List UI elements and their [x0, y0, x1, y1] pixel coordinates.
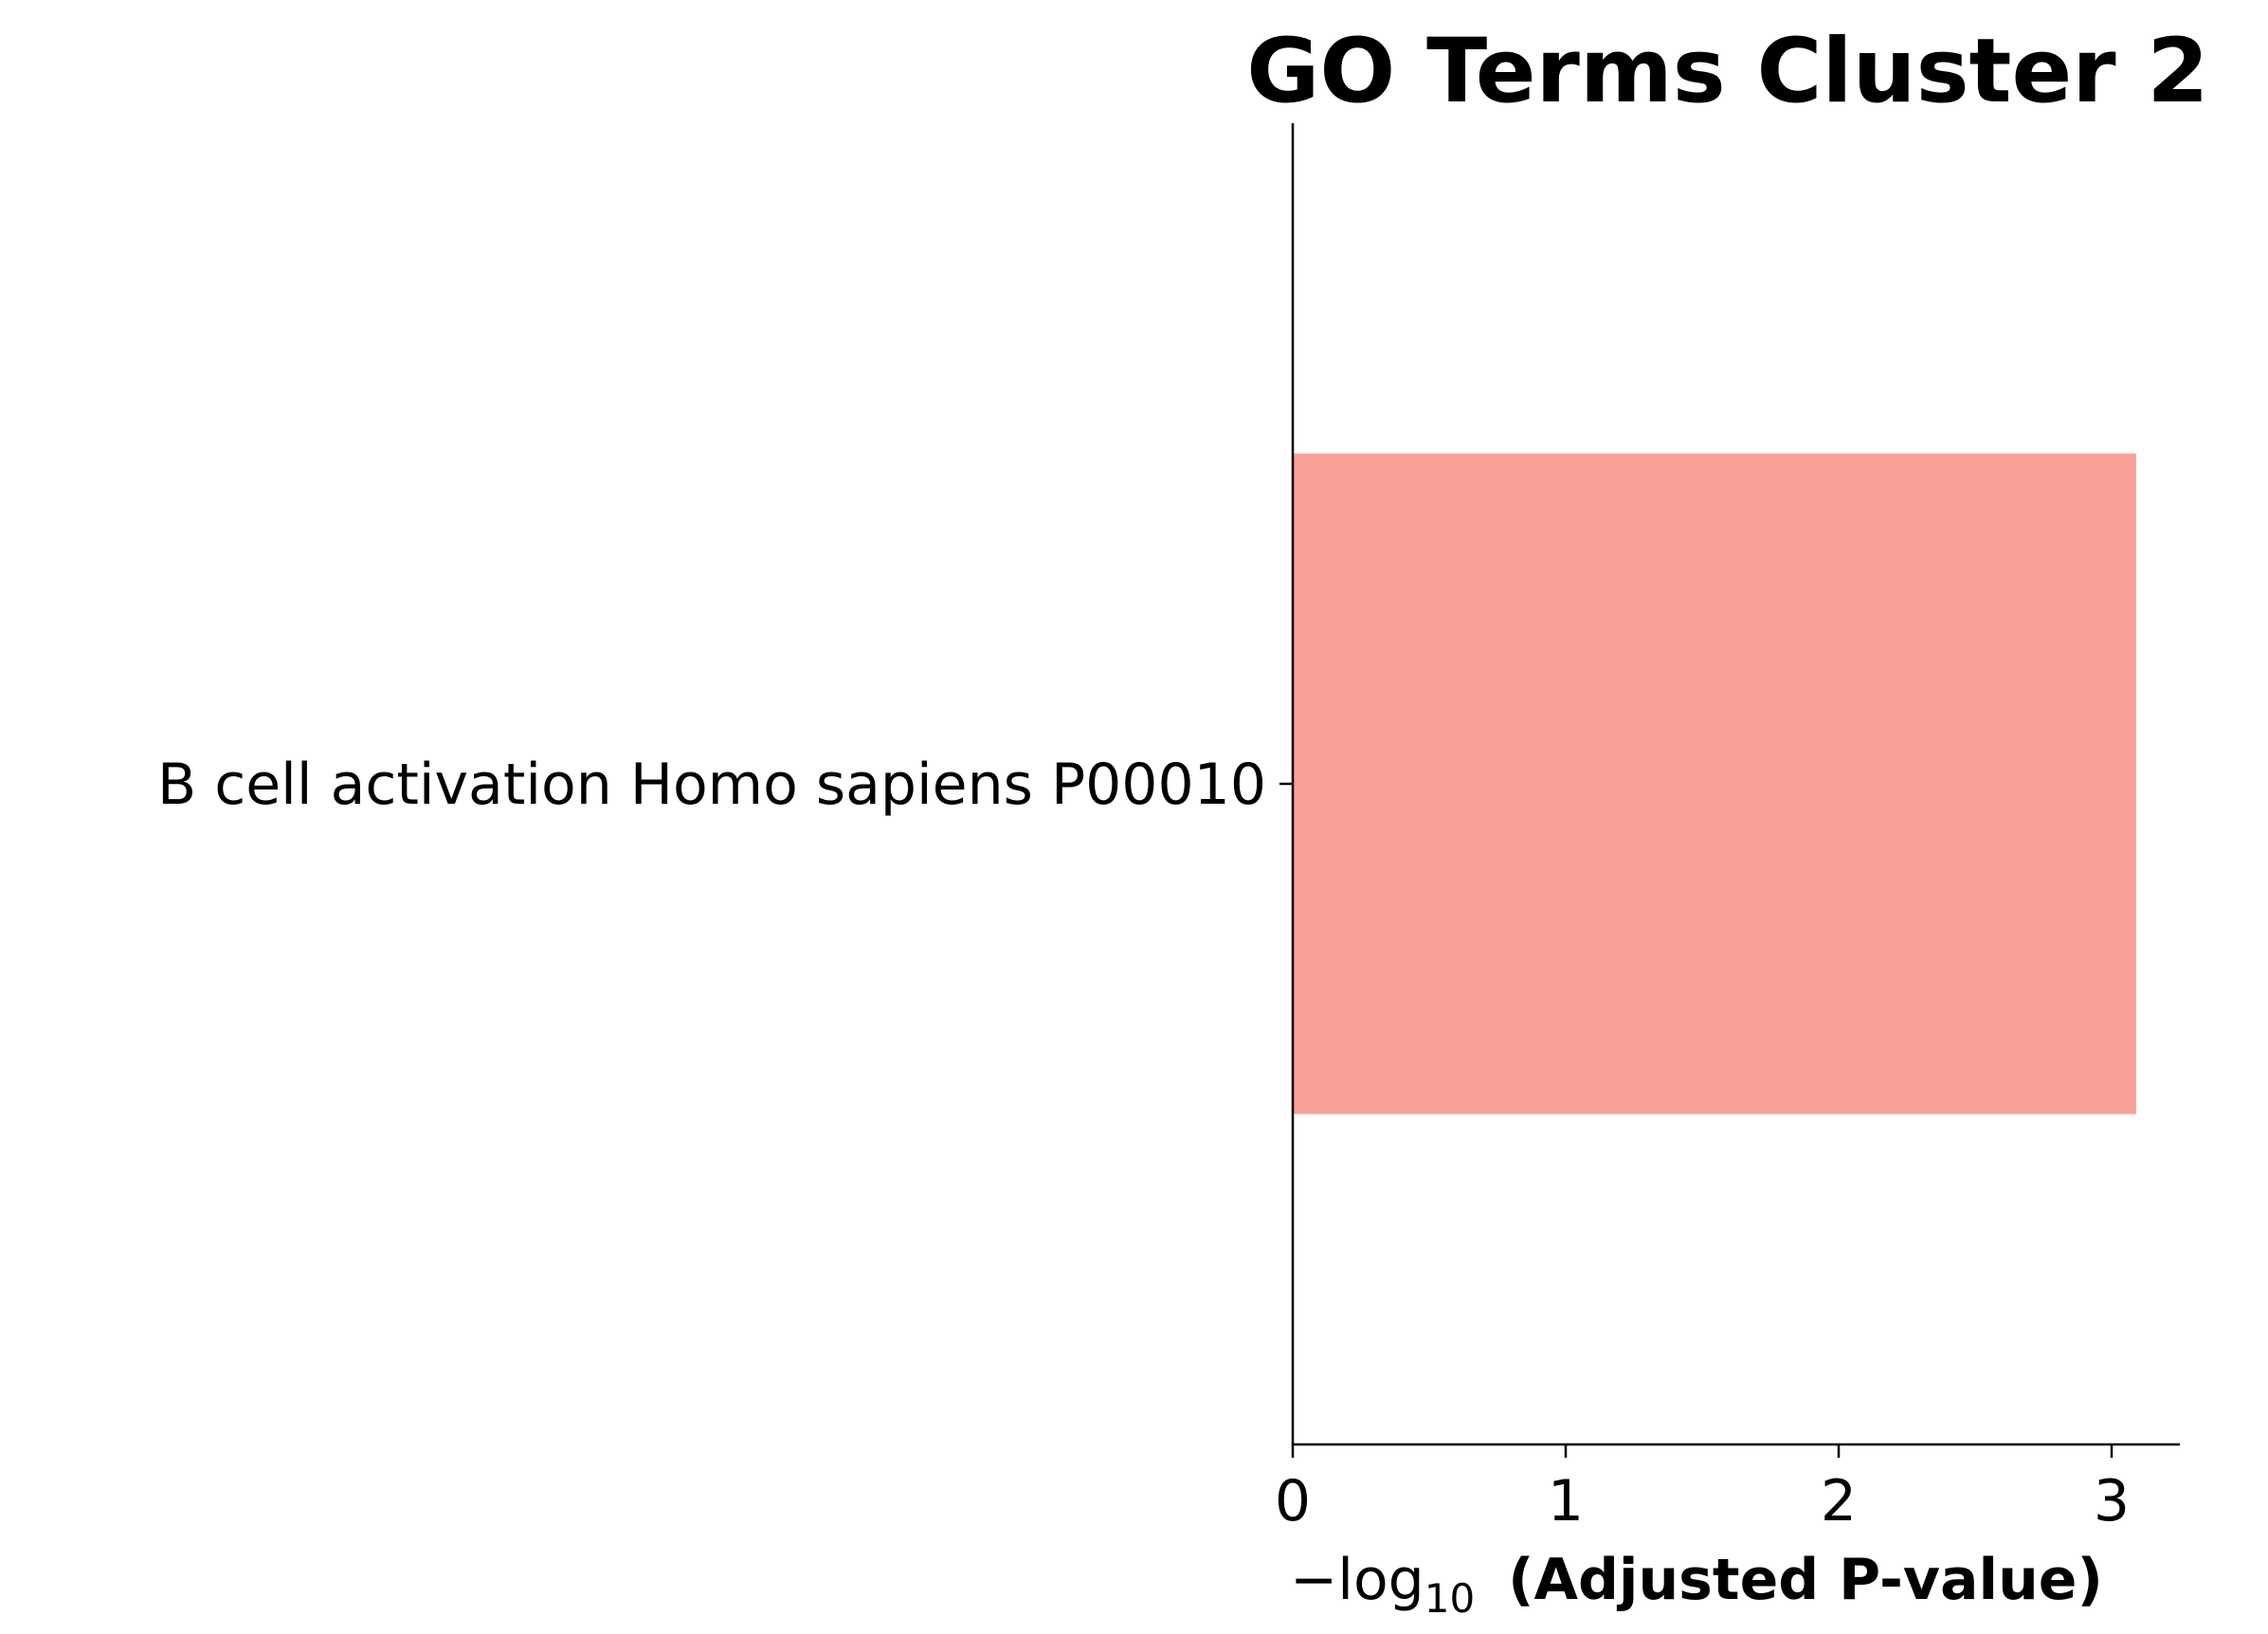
category-label-0: B cell activation Homo sapiens P00010: [157, 752, 1266, 818]
x-axis-label-subscript: 10: [1424, 1575, 1475, 1622]
x-axis-label-prefix: −log: [1290, 1547, 1424, 1613]
axes-layer: B cell activation Homo sapiens P00010 0 1 2…: [157, 123, 2180, 1534]
chart-title: GO Terms Cluster 2: [1246, 20, 2208, 123]
x-axis-label: −log10 (Adjusted P-value): [1290, 1547, 2103, 1622]
x-tick-label-0: 0: [1275, 1468, 1311, 1534]
bars-layer: [1293, 453, 2136, 1115]
x-tick-label-2: 2: [1821, 1468, 1857, 1534]
x-tick-label-3: 3: [2094, 1468, 2130, 1534]
x-tick-label-1: 1: [1548, 1468, 1584, 1534]
x-axis-label-main: (Adjusted P-value): [1488, 1547, 2103, 1613]
bar-0: [1293, 453, 2136, 1115]
